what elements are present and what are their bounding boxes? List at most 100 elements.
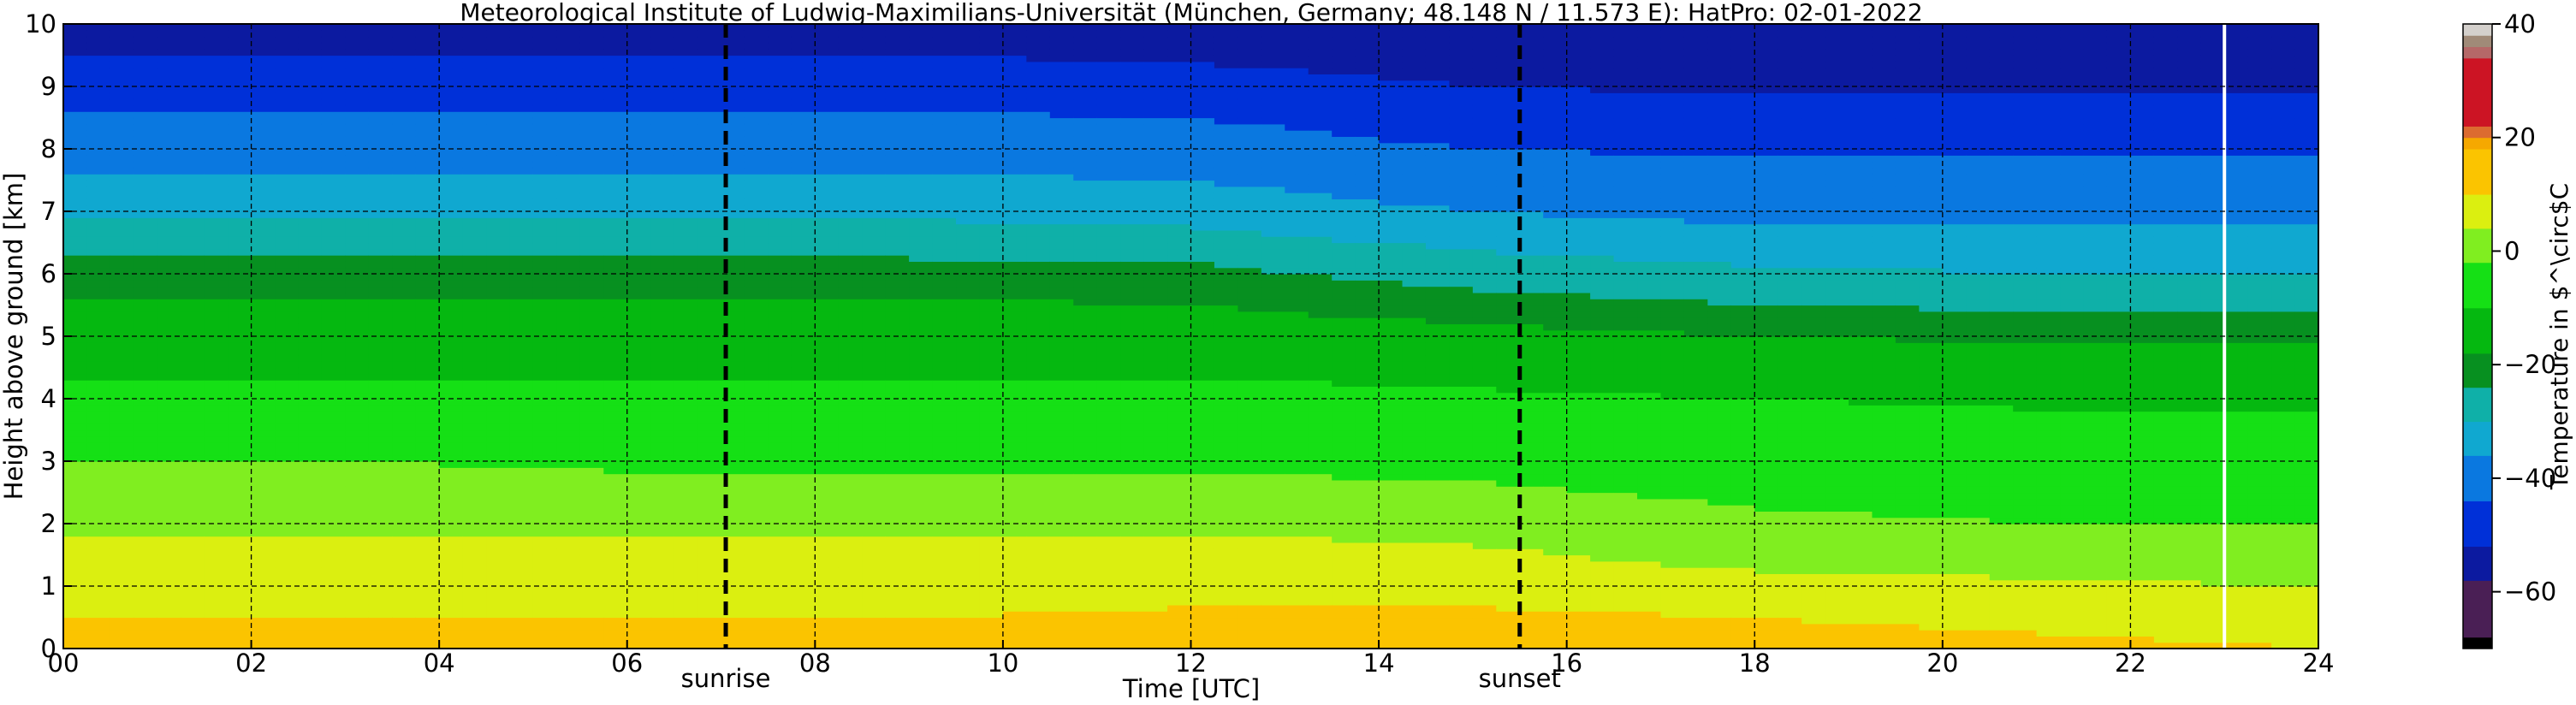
heatmap-cell [415, 399, 440, 406]
heatmap-cell [650, 560, 675, 568]
heatmap-cell [228, 149, 252, 156]
heatmap-cell [415, 642, 440, 649]
heatmap-cell [744, 411, 769, 418]
heatmap-cell [885, 492, 910, 500]
heatmap-cell [204, 373, 229, 381]
heatmap-cell [1049, 424, 1074, 431]
heatmap-cell [791, 548, 816, 556]
heatmap-cell [439, 598, 464, 606]
heatmap-cell [1049, 461, 1074, 468]
heatmap-cell [626, 524, 651, 530]
heatmap-cell [1073, 442, 1098, 449]
heatmap-cell [791, 560, 816, 568]
heatmap-cell [1214, 174, 1238, 181]
heatmap-cell [838, 248, 863, 256]
heatmap-cell [462, 486, 487, 494]
heatmap-cell [815, 123, 840, 131]
heatmap-cell [181, 473, 205, 481]
heatmap-cell [228, 136, 252, 144]
heatmap-cell [556, 361, 581, 369]
heatmap-cell [1049, 111, 1074, 119]
heatmap-cell [1143, 317, 1168, 324]
heatmap-cell [228, 336, 252, 343]
heatmap-cell [86, 167, 111, 175]
heatmap-cell [1049, 123, 1074, 131]
heatmap-cell [768, 255, 792, 262]
heatmap-cell [815, 642, 840, 649]
heatmap-cell [744, 611, 769, 619]
heatmap-cell [368, 299, 393, 306]
heatmap-cell [275, 511, 300, 518]
heatmap-cell [1143, 123, 1168, 131]
heatmap-cell [275, 136, 300, 144]
heatmap-cell [251, 430, 276, 437]
heatmap-cell [1143, 30, 1168, 38]
heatmap-cell [885, 174, 910, 181]
heatmap-cell [439, 573, 464, 581]
heatmap-cell [321, 261, 346, 269]
heatmap-cell [603, 204, 628, 212]
heatmap-cell [181, 430, 205, 437]
heatmap-cell [509, 242, 534, 250]
heatmap-cell [181, 92, 205, 100]
heatmap-cell [626, 248, 651, 256]
heatmap-cell [1214, 211, 1238, 218]
heatmap-cell [862, 229, 887, 237]
heatmap-cell [932, 30, 957, 38]
heatmap-cell [1096, 80, 1121, 87]
heatmap-cell [439, 130, 464, 137]
heatmap-cell [603, 448, 628, 456]
heatmap-cell [885, 36, 910, 44]
heatmap-cell [110, 299, 134, 306]
heatmap-cell [674, 261, 698, 269]
heatmap-cell [768, 36, 792, 44]
heatmap-cell [345, 461, 370, 468]
heatmap-cell [697, 623, 722, 631]
heatmap-cell [650, 386, 675, 394]
heatmap-cell [674, 636, 698, 643]
heatmap-cell [579, 435, 604, 443]
heatmap-cell [556, 461, 581, 468]
heatmap-cell [1214, 223, 1238, 231]
heatmap-cell [1096, 386, 1121, 394]
heatmap-cell [462, 149, 487, 156]
heatmap-cell [63, 454, 88, 462]
heatmap-cell [556, 24, 581, 31]
heatmap-cell [650, 435, 675, 443]
heatmap-cell [979, 336, 1004, 343]
heatmap-cell [251, 598, 276, 606]
heatmap-cell [815, 380, 840, 387]
heatmap-cell [579, 598, 604, 606]
heatmap-cell [345, 524, 370, 530]
heatmap-cell [626, 530, 651, 537]
heatmap-cell [1143, 611, 1168, 619]
heatmap-cell [532, 560, 558, 568]
heatmap-cell [63, 592, 88, 600]
heatmap-cell [1190, 636, 1215, 643]
heatmap-cell [181, 392, 205, 400]
heatmap-cell [556, 292, 581, 299]
heatmap-cell [697, 42, 722, 50]
heatmap-cell [768, 92, 792, 100]
heatmap-cell [1214, 448, 1238, 456]
heatmap-cell [815, 454, 840, 462]
heatmap-cell [275, 323, 300, 331]
heatmap-cell [204, 80, 229, 87]
heatmap-cell [532, 299, 558, 306]
heatmap-cell [1073, 323, 1098, 331]
heatmap-cell [1049, 117, 1074, 125]
heatmap-cell [838, 598, 863, 606]
heatmap-cell [979, 461, 1004, 468]
heatmap-cell [1143, 174, 1168, 181]
heatmap-cell [768, 267, 792, 275]
heatmap-cell [345, 348, 370, 356]
heatmap-cell [885, 130, 910, 137]
heatmap-cell [1073, 274, 1098, 281]
heatmap-cell [1073, 530, 1098, 537]
heatmap-cell [532, 617, 558, 625]
heatmap-cell [1214, 229, 1238, 237]
heatmap-cell [956, 49, 981, 56]
heatmap-cell [1026, 136, 1051, 144]
heatmap-cell [815, 161, 840, 169]
heatmap-cell [134, 292, 158, 299]
